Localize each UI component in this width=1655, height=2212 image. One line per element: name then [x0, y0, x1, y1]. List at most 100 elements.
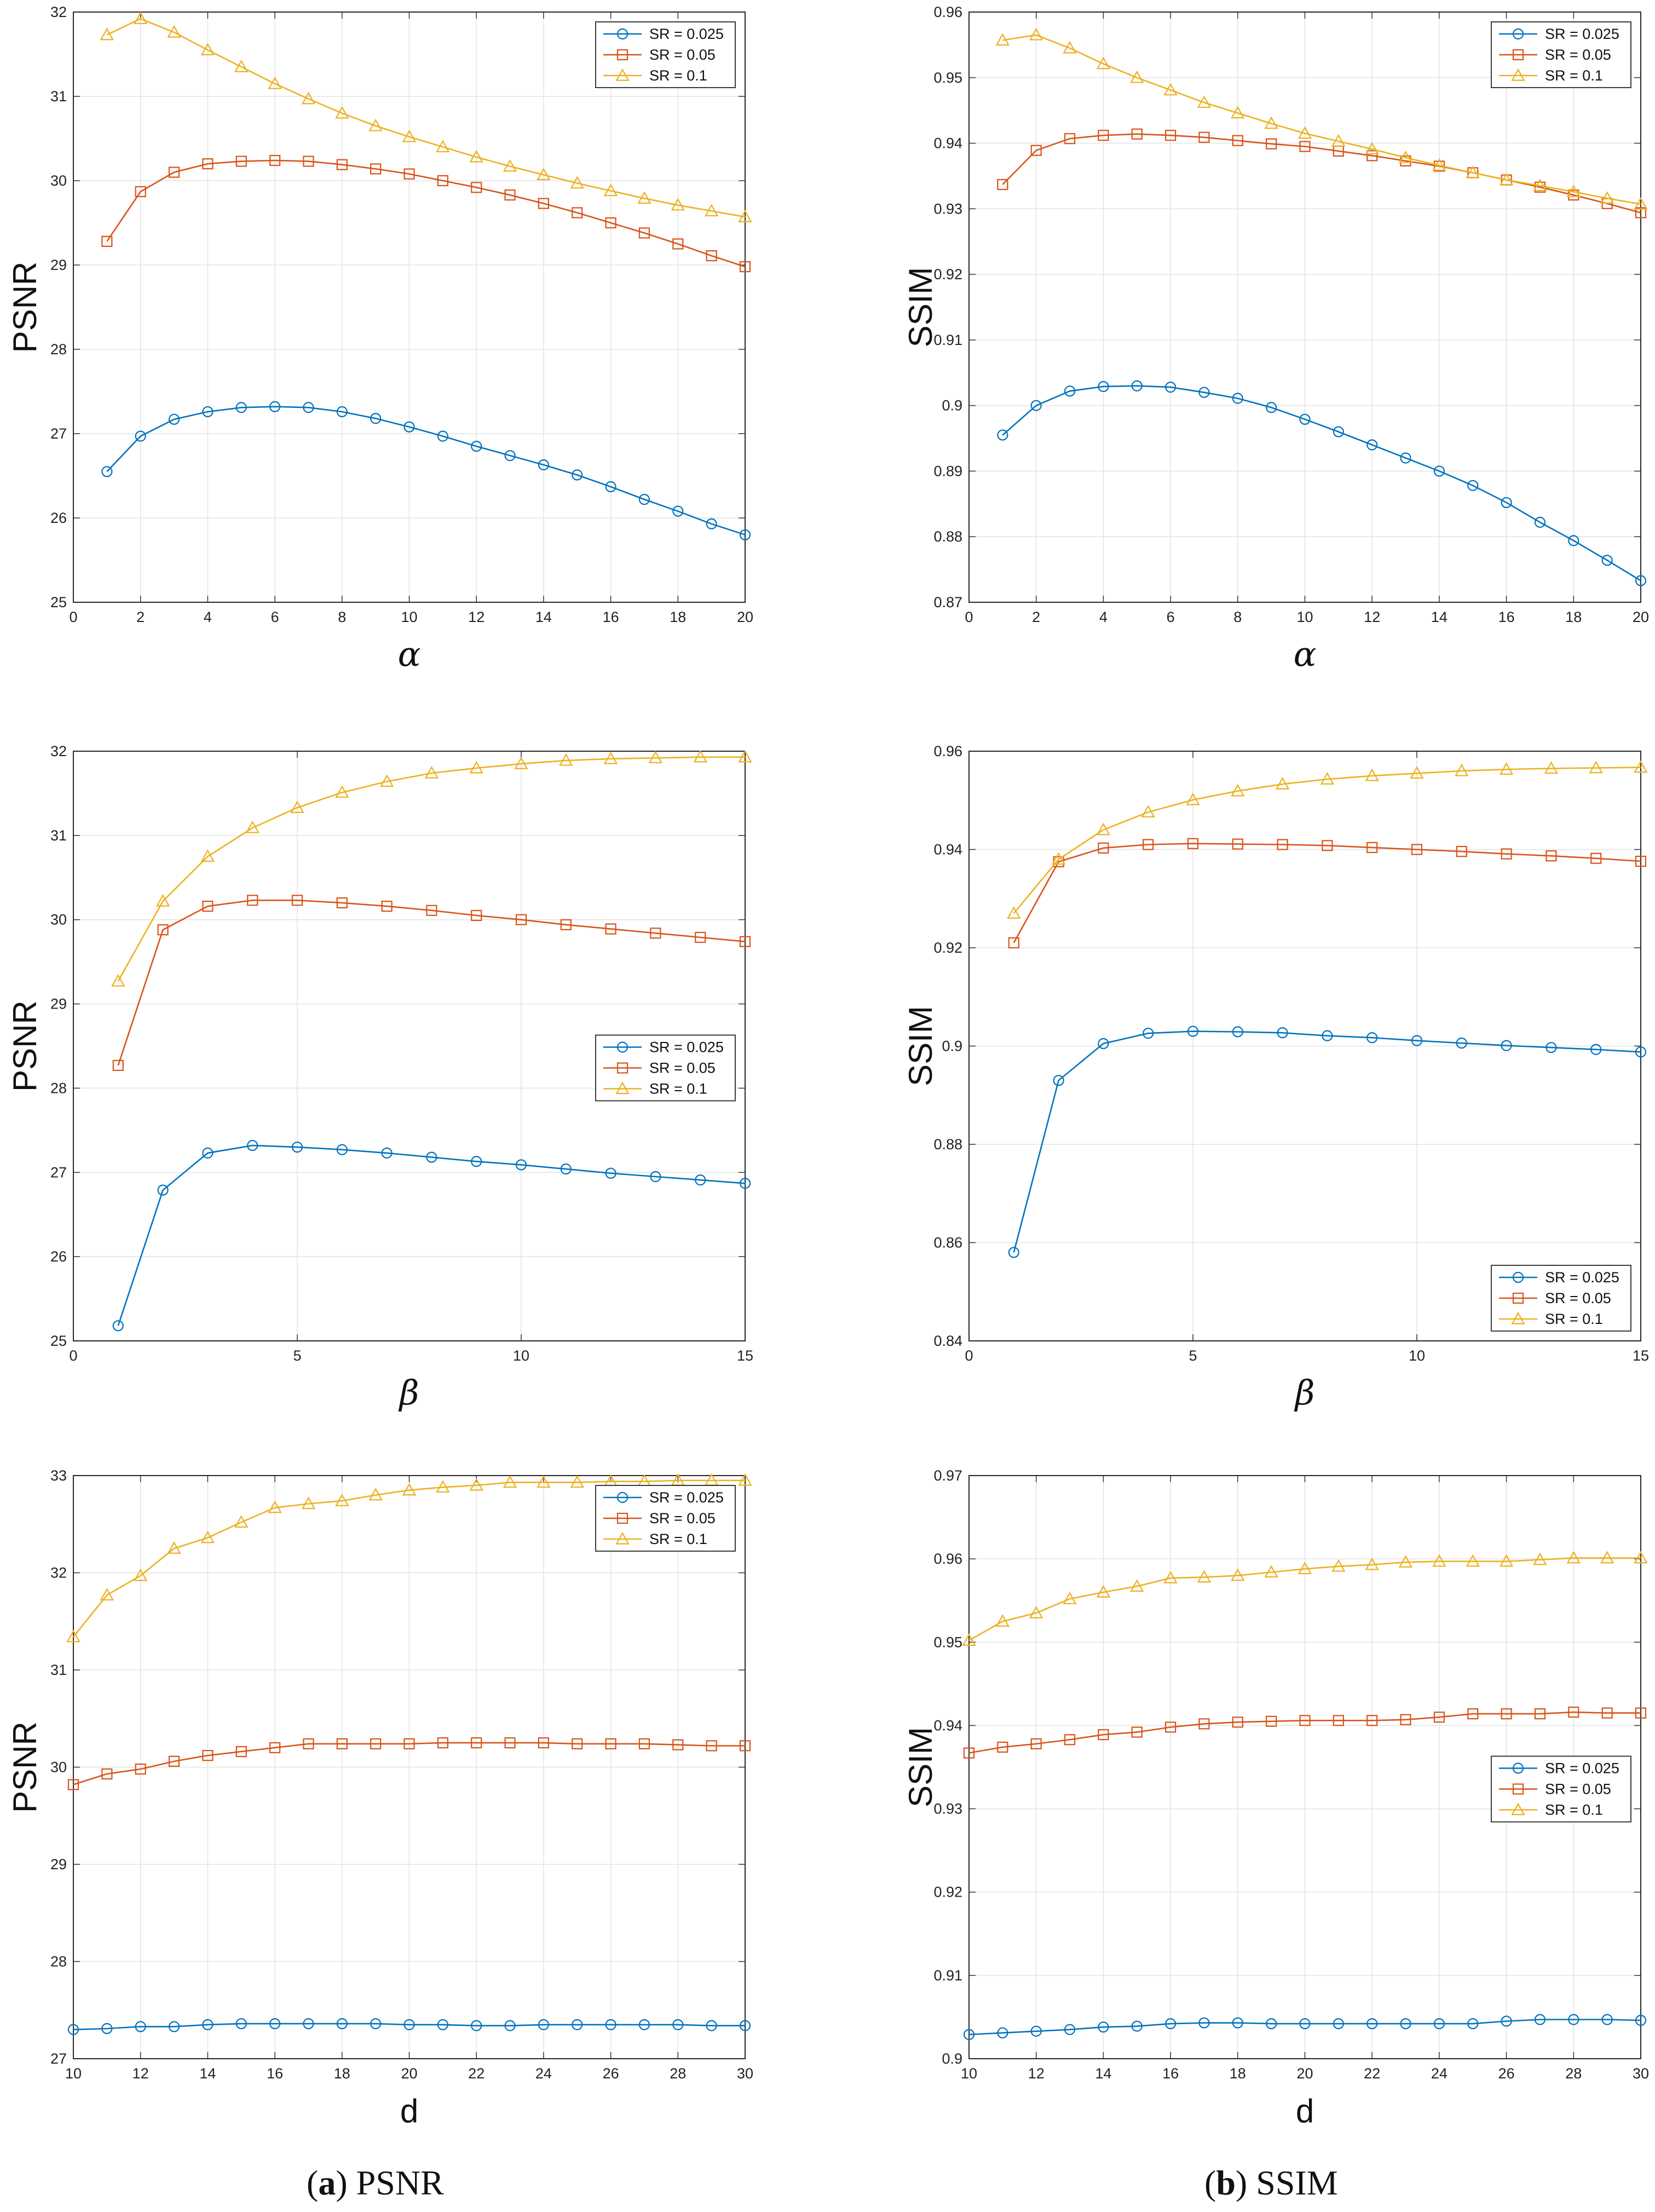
data-point	[101, 466, 113, 477]
x-tick-label: 26	[1498, 2065, 1515, 2082]
data-point	[437, 1737, 448, 1749]
y-tick-label: 0.91	[933, 1967, 962, 1984]
data-point	[1331, 1559, 1346, 1572]
data-point	[605, 1738, 616, 1749]
data-point	[1590, 1044, 1602, 1055]
data-point	[1499, 762, 1514, 775]
data-point	[1366, 1032, 1378, 1044]
legend-label: SR = 0.025	[1545, 26, 1619, 42]
data-point	[638, 2019, 650, 2030]
data-point	[370, 2018, 382, 2030]
y-axis-label: SSIM	[902, 267, 939, 348]
data-point	[1008, 937, 1019, 949]
data-point	[471, 440, 482, 452]
data-point	[1232, 1716, 1243, 1728]
data-point	[1266, 1715, 1277, 1727]
data-point	[1231, 784, 1245, 797]
y-tick-label: 29	[50, 257, 67, 273]
y-tick-label: 31	[50, 827, 67, 844]
y-tick-label: 26	[50, 510, 67, 526]
data-point	[570, 176, 584, 189]
data-point	[1400, 1714, 1411, 1725]
data-point	[997, 2027, 1008, 2038]
data-point	[1232, 838, 1243, 850]
data-point	[1141, 805, 1155, 818]
legend-label: SR = 0.1	[649, 67, 707, 84]
x-tick-label: 6	[271, 609, 279, 625]
data-point	[336, 159, 348, 170]
data-point	[1063, 41, 1077, 54]
y-tick-label: 28	[50, 1080, 67, 1096]
data-point	[336, 2018, 348, 2030]
data-point	[1186, 792, 1200, 805]
data-point	[1456, 845, 1467, 857]
x-axis-label: α	[1294, 634, 1317, 674]
legend-marker	[615, 68, 630, 81]
y-tick-label: 28	[50, 341, 67, 358]
caption-a-text: PSNR	[356, 2163, 444, 2202]
series-line	[117, 900, 746, 1066]
data-point	[1601, 2014, 1613, 2025]
data-point	[336, 1738, 348, 1749]
data-point	[1098, 381, 1109, 393]
x-tick-label: 16	[1498, 609, 1515, 625]
data-point	[67, 1779, 79, 1790]
series-line	[73, 2023, 745, 2031]
y-tick-label: 0.96	[933, 743, 962, 759]
data-point	[1433, 465, 1445, 477]
data-point	[368, 118, 383, 131]
data-point	[1467, 2018, 1479, 2030]
y-tick-label: 30	[50, 1759, 67, 1776]
data-point	[471, 2020, 482, 2031]
data-point	[1400, 452, 1411, 464]
data-point	[739, 2020, 751, 2031]
data-point	[200, 1530, 215, 1543]
data-point	[963, 1747, 975, 1759]
data-point	[168, 413, 180, 425]
data-point	[572, 469, 583, 481]
y-tick-label: 0.94	[933, 1717, 962, 1733]
data-point	[111, 973, 125, 987]
data-point	[1064, 133, 1076, 145]
x-tick-label: 22	[1364, 2065, 1380, 2082]
axes-box	[73, 751, 746, 1341]
data-point	[1198, 387, 1210, 398]
data-point	[1634, 1551, 1648, 1564]
data-point	[1187, 1026, 1199, 1037]
data-point	[235, 2018, 247, 2030]
data-point	[997, 429, 1008, 441]
data-point	[101, 235, 113, 247]
series-line	[1002, 385, 1641, 581]
y-tick-label: 0.9	[942, 1038, 962, 1055]
data-point	[515, 914, 527, 925]
data-point	[1165, 2018, 1177, 2030]
legend-marker	[1511, 1802, 1525, 1816]
data-point	[1333, 1715, 1344, 1726]
data-point	[67, 2024, 79, 2035]
legend-label: SR = 0.05	[1545, 47, 1611, 63]
series-SR-0-1	[1007, 760, 1648, 919]
panel-a-1: 0 2 4 6 8 10 12 14 16 18 20 25 26 27 28 29 30 31 32 SR = 0.…	[7, 4, 753, 674]
legend-label: SR = 0.025	[1545, 1269, 1619, 1286]
data-point	[1030, 2025, 1042, 2037]
x-tick-label: 14	[535, 609, 552, 625]
data-point	[1589, 761, 1603, 774]
x-tick-label: 8	[1233, 609, 1242, 625]
axes-box	[73, 11, 746, 603]
data-point	[1096, 822, 1111, 836]
data-point	[1275, 777, 1290, 790]
data-point	[560, 919, 572, 931]
data-point	[426, 905, 437, 916]
y-tick-label: 26	[50, 1248, 67, 1265]
data-point	[135, 430, 146, 442]
data-point	[202, 1750, 214, 1761]
y-tick-label: 0.92	[933, 1884, 962, 1900]
data-point	[301, 91, 316, 105]
y-axis-label: PSNR	[7, 1000, 43, 1092]
data-point	[1433, 1712, 1445, 1723]
data-point	[1366, 2018, 1378, 2030]
legend-label: SR = 0.05	[649, 1060, 716, 1076]
data-point	[1333, 2018, 1344, 2030]
panel-b-2: 0 5 10 15 0.84 0.86 0.88 0.9 0.92 0.94 0.96 SR = 0.…	[902, 743, 1649, 1413]
axes-box	[968, 1475, 1641, 2059]
